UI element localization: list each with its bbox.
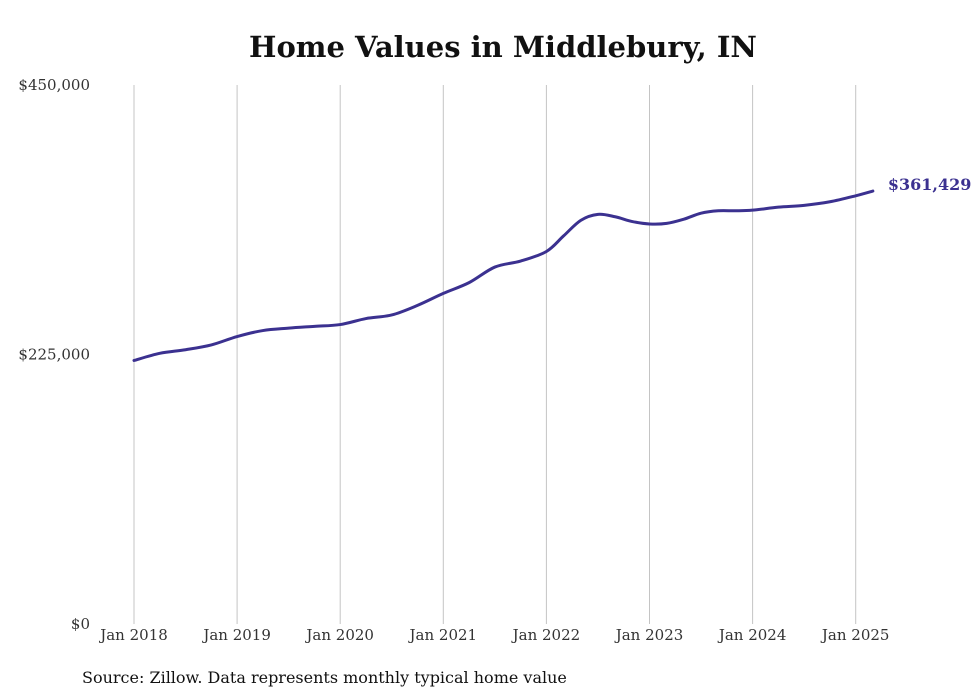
x-tick-label: Jan 2023 [614,626,684,644]
x-tick-label: Jan 2022 [511,626,581,644]
x-tick-label: Jan 2020 [304,626,374,644]
y-tick-label: $225,000 [18,346,90,364]
x-tick-label: Jan 2019 [201,626,271,644]
y-tick-label: $0 [71,615,90,633]
x-tick-label: Jan 2024 [717,626,787,644]
x-tick-label: Jan 2018 [98,626,168,644]
y-tick-label: $450,000 [18,76,90,94]
series-line [132,189,875,362]
source-note: Source: Zillow. Data represents monthly … [82,668,567,687]
chart-title: Home Values in Middlebury, IN [249,30,757,64]
x-tick-label: Jan 2025 [820,626,890,644]
end-value-label: $361,429 [888,175,972,194]
x-tick-label: Jan 2021 [408,626,478,644]
